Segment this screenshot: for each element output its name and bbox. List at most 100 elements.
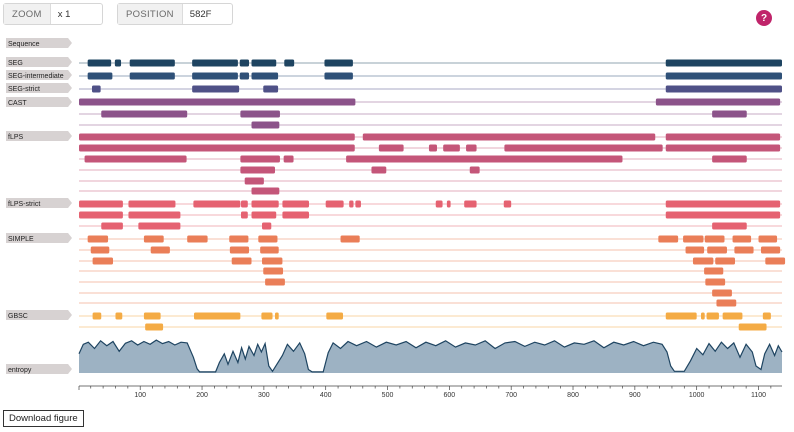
region-cast[interactable] xyxy=(101,110,188,118)
region-seg-strict[interactable] xyxy=(91,85,101,93)
region-seg-intermediate[interactable] xyxy=(87,72,113,80)
region-simple[interactable] xyxy=(692,257,714,265)
region-gbsc[interactable] xyxy=(706,312,719,320)
region-simple[interactable] xyxy=(707,246,727,254)
region-seg-intermediate[interactable] xyxy=(251,72,279,80)
region-gbsc[interactable] xyxy=(194,312,241,320)
region-gbsc[interactable] xyxy=(143,312,161,320)
region-flps-strict[interactable] xyxy=(665,211,781,219)
zoom-value[interactable]: x 1 xyxy=(57,8,71,20)
region-flps[interactable] xyxy=(665,133,781,141)
region-flps-strict[interactable] xyxy=(240,211,248,219)
region-simple[interactable] xyxy=(229,235,249,243)
region-flps-strict[interactable] xyxy=(325,200,344,208)
region-gbsc[interactable] xyxy=(701,312,705,320)
region-simple[interactable] xyxy=(758,235,778,243)
region-flps[interactable] xyxy=(466,144,477,152)
region-flps-strict[interactable] xyxy=(355,200,361,208)
region-cast[interactable] xyxy=(655,98,781,106)
region-gbsc[interactable] xyxy=(261,312,273,320)
region-seg[interactable] xyxy=(665,59,782,67)
region-flps-strict[interactable] xyxy=(79,200,123,208)
region-simple[interactable] xyxy=(260,246,279,254)
zoom-control[interactable]: ZOOM x 1 xyxy=(3,3,103,25)
region-gbsc[interactable] xyxy=(722,312,743,320)
download-figure-button[interactable]: Download figure xyxy=(3,410,84,427)
region-flps[interactable] xyxy=(469,166,480,174)
region-seg[interactable] xyxy=(284,59,295,67)
region-seg[interactable] xyxy=(114,59,122,67)
region-flps-strict[interactable] xyxy=(665,200,781,208)
region-flps[interactable] xyxy=(251,187,280,195)
region-flps-strict[interactable] xyxy=(101,222,123,230)
region-flps[interactable] xyxy=(665,144,781,152)
region-simple[interactable] xyxy=(265,278,285,286)
region-simple[interactable] xyxy=(704,267,724,275)
region-flps[interactable] xyxy=(346,155,623,163)
region-seg-intermediate[interactable] xyxy=(665,72,782,80)
region-simple[interactable] xyxy=(712,289,732,297)
region-flps[interactable] xyxy=(240,155,280,163)
region-simple[interactable] xyxy=(683,235,704,243)
position-control[interactable]: POSITION 582F xyxy=(117,3,233,25)
region-simple[interactable] xyxy=(262,257,283,265)
region-flps-strict[interactable] xyxy=(138,222,181,230)
region-flps-strict[interactable] xyxy=(435,200,443,208)
region-seg[interactable] xyxy=(192,59,238,67)
region-simple[interactable] xyxy=(87,235,109,243)
region-flps-strict[interactable] xyxy=(349,200,354,208)
region-simple[interactable] xyxy=(715,257,736,265)
region-simple[interactable] xyxy=(704,235,725,243)
region-simple[interactable] xyxy=(229,246,250,254)
region-simple[interactable] xyxy=(92,257,114,265)
region-flps[interactable] xyxy=(79,144,355,152)
region-cast[interactable] xyxy=(251,121,280,129)
region-flps[interactable] xyxy=(371,166,387,174)
region-flps[interactable] xyxy=(504,144,663,152)
region-seg[interactable] xyxy=(87,59,112,67)
region-seg-intermediate[interactable] xyxy=(192,72,238,80)
region-flps[interactable] xyxy=(378,144,404,152)
region-gbsc[interactable] xyxy=(274,312,279,320)
region-gbsc[interactable] xyxy=(145,323,164,331)
region-simple[interactable] xyxy=(760,246,781,254)
region-flps-strict[interactable] xyxy=(251,211,277,219)
region-simple[interactable] xyxy=(187,235,208,243)
region-flps-strict[interactable] xyxy=(240,200,248,208)
region-simple[interactable] xyxy=(231,257,252,265)
region-simple[interactable] xyxy=(658,235,679,243)
region-flps[interactable] xyxy=(428,144,437,152)
region-flps-strict[interactable] xyxy=(251,200,279,208)
position-value[interactable]: 582F xyxy=(189,8,212,20)
region-simple[interactable] xyxy=(765,257,786,265)
region-seg-intermediate[interactable] xyxy=(324,72,353,80)
region-simple[interactable] xyxy=(143,235,164,243)
region-simple[interactable] xyxy=(685,246,705,254)
region-flps[interactable] xyxy=(443,144,460,152)
region-seg[interactable] xyxy=(239,59,250,67)
region-flps[interactable] xyxy=(79,133,355,141)
region-flps-strict[interactable] xyxy=(128,211,181,219)
region-simple[interactable] xyxy=(716,299,737,307)
region-flps-strict[interactable] xyxy=(282,200,310,208)
region-cast[interactable] xyxy=(712,110,747,118)
region-seg[interactable] xyxy=(129,59,175,67)
region-flps[interactable] xyxy=(362,133,656,141)
region-simple[interactable] xyxy=(734,246,754,254)
region-flps[interactable] xyxy=(84,155,187,163)
region-flps[interactable] xyxy=(244,177,264,185)
region-flps-strict[interactable] xyxy=(193,200,241,208)
region-seg-intermediate[interactable] xyxy=(129,72,175,80)
region-flps-strict[interactable] xyxy=(128,200,176,208)
region-cast[interactable] xyxy=(240,110,280,118)
region-flps-strict[interactable] xyxy=(446,200,451,208)
region-flps-strict[interactable] xyxy=(282,211,310,219)
region-flps-strict[interactable] xyxy=(503,200,512,208)
region-seg[interactable] xyxy=(251,59,277,67)
region-gbsc[interactable] xyxy=(665,312,697,320)
region-seg-intermediate[interactable] xyxy=(239,72,250,80)
region-simple[interactable] xyxy=(732,235,752,243)
region-gbsc[interactable] xyxy=(115,312,123,320)
region-gbsc[interactable] xyxy=(326,312,344,320)
region-simple[interactable] xyxy=(340,235,360,243)
